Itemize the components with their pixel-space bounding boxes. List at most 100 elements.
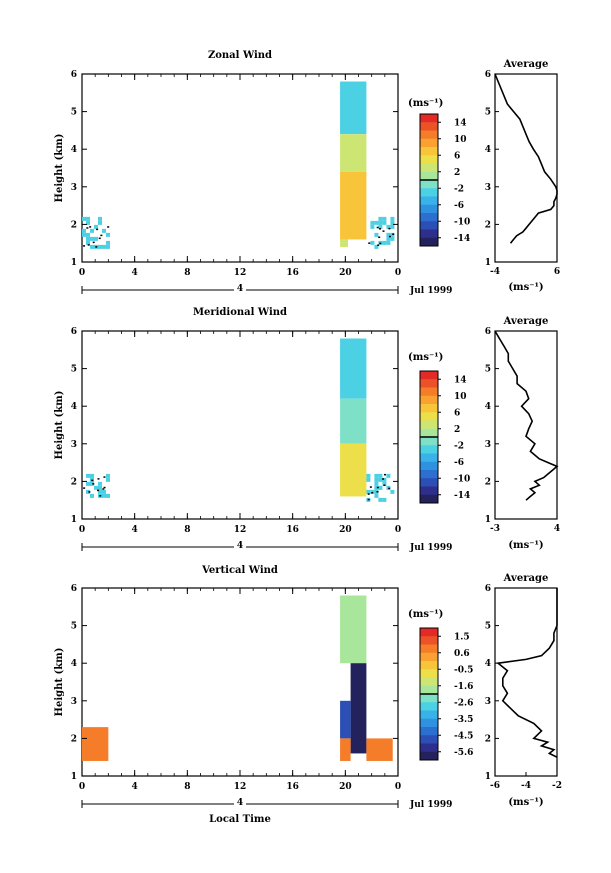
heatmap-cell bbox=[340, 81, 367, 135]
heatmap-cell bbox=[90, 481, 94, 486]
contour-mark bbox=[382, 230, 385, 232]
heatmap-cell bbox=[86, 473, 90, 478]
y-tick-label: 6 bbox=[71, 584, 77, 594]
y-tick-label: 1 bbox=[71, 515, 77, 525]
colorbar-tick-label: 6 bbox=[454, 151, 460, 161]
x-tick-label: 4 bbox=[132, 525, 138, 535]
heatmap-cell bbox=[374, 477, 379, 482]
colorbar-swatch bbox=[420, 114, 438, 123]
colorbar-swatch bbox=[420, 196, 438, 206]
heatmap-cell bbox=[106, 240, 110, 245]
heatmap-cell bbox=[94, 485, 98, 490]
heatmap-cell bbox=[386, 232, 391, 237]
contour-mark bbox=[83, 245, 86, 247]
x-tick-label: 0 bbox=[79, 782, 85, 792]
y-ticks: 1 2 3 4 5 6 bbox=[71, 584, 398, 782]
average-line bbox=[496, 588, 558, 758]
average-x-tick-label: -6 bbox=[490, 781, 500, 791]
colorbar-swatch bbox=[420, 180, 438, 189]
day-label: 4 bbox=[237, 284, 243, 294]
y-tick-label: 4 bbox=[71, 145, 77, 155]
contour-mark bbox=[103, 486, 106, 489]
heatmap-cell bbox=[98, 244, 102, 249]
day-axis: 4 Jul 1999 bbox=[81, 797, 452, 810]
average-xlabel: (ms⁻¹) bbox=[508, 540, 543, 551]
contour-mark bbox=[107, 226, 110, 228]
colorbar-swatch bbox=[420, 677, 438, 687]
colorbar-tick-label: -10 bbox=[454, 474, 470, 484]
colorbar-unit: (ms⁻¹) bbox=[408, 609, 443, 620]
colorbar-tick-label: 6 bbox=[454, 408, 460, 418]
colorbar-swatch bbox=[420, 735, 438, 744]
colorbar-swatch bbox=[420, 636, 438, 645]
y-tick-label: 4 bbox=[71, 659, 77, 669]
x-tick-label: 4 bbox=[132, 782, 138, 792]
panel-title: Vertical Wind bbox=[201, 565, 278, 576]
colorbar-swatch bbox=[420, 718, 438, 728]
heatmap-cell bbox=[378, 497, 383, 502]
heatmap-cell bbox=[366, 477, 371, 482]
y-ticks: 1 2 3 4 5 6 bbox=[71, 70, 398, 268]
colorbar-tick-label: -4.5 bbox=[454, 731, 473, 741]
contour-mark bbox=[87, 244, 90, 246]
contour-mark bbox=[383, 473, 386, 476]
day-axis: 4 Jul 1999 bbox=[81, 283, 452, 296]
heatmap-cell bbox=[106, 232, 110, 237]
colorbar-swatch bbox=[420, 163, 438, 173]
heatmap-cell bbox=[340, 738, 351, 761]
colorbar-tick-label: 14 bbox=[454, 118, 467, 128]
heatmap-cell bbox=[82, 228, 86, 233]
colorbar-swatch bbox=[420, 371, 438, 380]
colorbar-tick-label: -14 bbox=[454, 234, 470, 244]
heatmap-cell bbox=[374, 485, 379, 490]
colorbar-swatch bbox=[420, 751, 438, 761]
contour-mark bbox=[378, 228, 381, 230]
colorbar-tick-label: -6 bbox=[454, 201, 464, 211]
colorbar-swatch bbox=[420, 470, 438, 479]
average-xlabel: (ms⁻¹) bbox=[508, 797, 543, 808]
average-profile: 1 2 3 4 5 6 -6 -4 -2 bbox=[485, 584, 562, 791]
heatmap-cell bbox=[106, 473, 110, 478]
colorbar-tick-label: -5.6 bbox=[454, 748, 473, 758]
x-tick-label: 0 bbox=[395, 268, 401, 278]
contour-mark bbox=[86, 227, 89, 229]
x-tick-label: 12 bbox=[234, 268, 247, 278]
average-line bbox=[494, 330, 559, 501]
y-tick-label: 2 bbox=[71, 734, 77, 744]
average-y-tick-label: 1 bbox=[485, 772, 491, 782]
x-ticks: 0 4 8 12 16 20 0 bbox=[79, 588, 401, 792]
average-y-tick-label: 5 bbox=[485, 622, 491, 632]
heatmap-cell bbox=[90, 236, 94, 241]
y-tick-label: 1 bbox=[71, 258, 77, 268]
average-y-tick-label: 3 bbox=[485, 183, 491, 193]
heatmap-cell bbox=[106, 477, 110, 482]
y-tick-label: 5 bbox=[71, 622, 77, 632]
average-y-tick-label: 1 bbox=[485, 515, 491, 525]
heatmap-cell bbox=[86, 240, 90, 245]
heatmap-cell bbox=[378, 473, 383, 478]
colorbar-swatch bbox=[420, 702, 438, 711]
heatmap-cell bbox=[90, 228, 94, 233]
heatmap-cell bbox=[86, 216, 90, 221]
heatmap-cell bbox=[90, 493, 94, 498]
colorbar-swatch bbox=[420, 652, 438, 662]
heatmap-cell bbox=[374, 473, 379, 478]
heatmap-cell bbox=[340, 398, 367, 444]
contour-mark bbox=[388, 487, 391, 490]
heatmap-cell bbox=[340, 338, 367, 399]
x-tick-label: 4 bbox=[132, 268, 138, 278]
average-frame bbox=[494, 73, 558, 263]
colorbar: 1.5 0.6 -0.5 -1.6 -2.6 -3.5 -4.5 -5.6 bbox=[419, 627, 473, 761]
day-axis: 4 Jul 1999 bbox=[81, 540, 452, 553]
x-tick-label: 8 bbox=[184, 782, 190, 792]
average-y-tick-label: 6 bbox=[485, 70, 491, 80]
heatmap-cell bbox=[374, 493, 379, 498]
colorbar-swatch bbox=[420, 628, 438, 637]
heatmap-cell bbox=[382, 220, 387, 225]
x-tick-label: 8 bbox=[184, 268, 190, 278]
average-x-tick-label: 6 bbox=[554, 267, 560, 277]
heatmap-cell bbox=[378, 216, 383, 221]
heatmap-cell bbox=[98, 220, 102, 225]
heatmap-cell bbox=[340, 171, 367, 240]
